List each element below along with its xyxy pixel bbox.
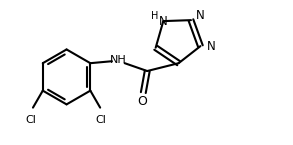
Text: N: N	[207, 40, 216, 53]
Text: Cl: Cl	[96, 115, 107, 125]
Text: N: N	[159, 15, 168, 28]
Text: Cl: Cl	[25, 115, 36, 125]
Text: NH: NH	[109, 55, 126, 65]
Text: N: N	[196, 9, 205, 22]
Text: O: O	[137, 95, 147, 108]
Text: H: H	[151, 11, 159, 21]
